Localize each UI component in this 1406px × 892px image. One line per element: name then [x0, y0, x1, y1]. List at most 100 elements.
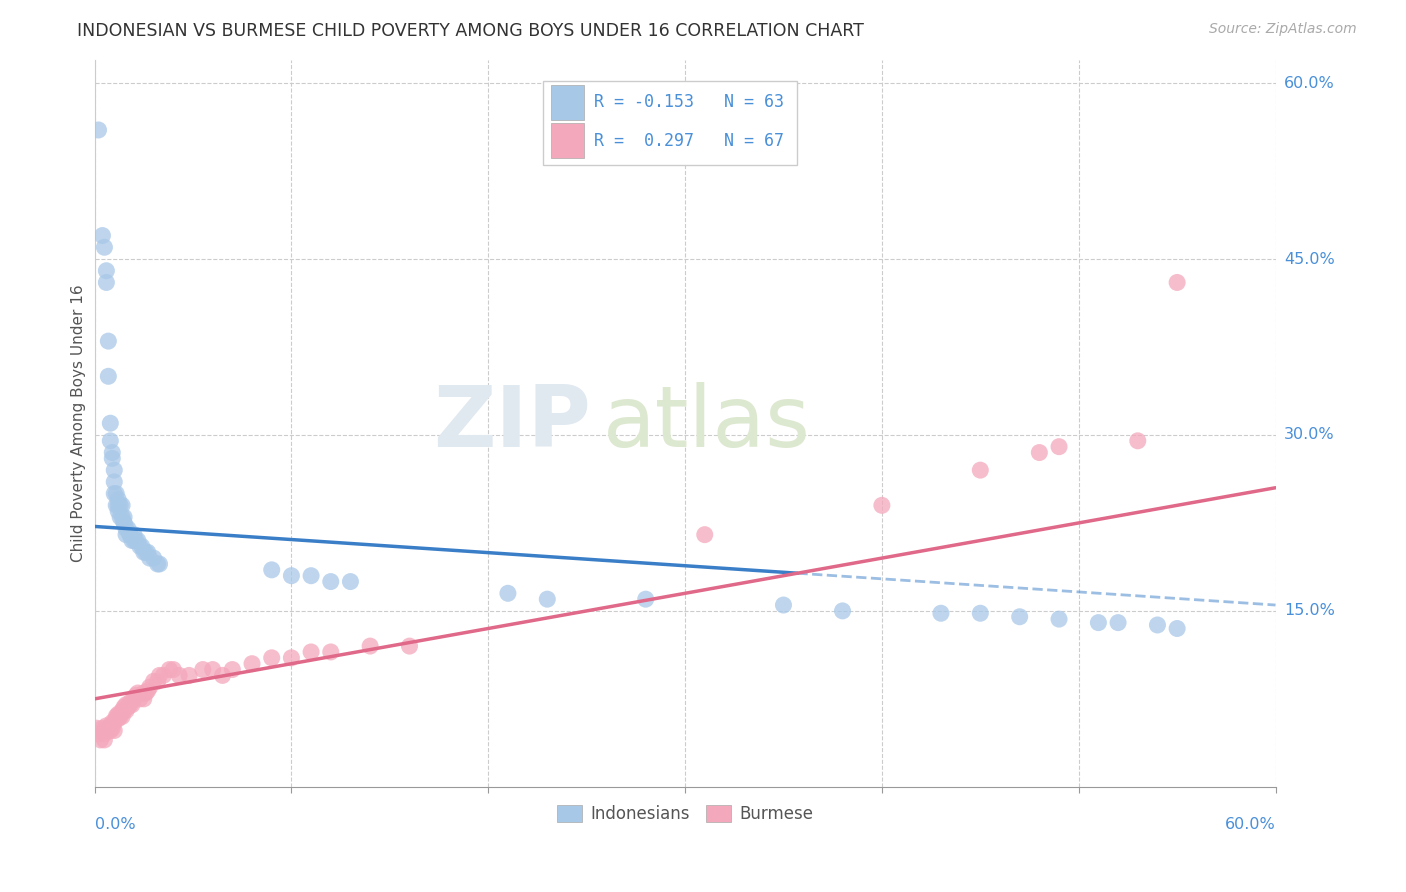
- Point: [97, 721, 120, 735]
- Point: [127, 533, 149, 548]
- Point: [96, 723, 118, 738]
- Point: [122, 691, 145, 706]
- Point: [117, 522, 139, 536]
- Point: [103, 486, 125, 500]
- Point: [138, 680, 160, 694]
- Point: [127, 686, 149, 700]
- Point: [969, 606, 991, 620]
- Point: [152, 668, 174, 682]
- Point: [93, 727, 115, 741]
- Point: [105, 499, 128, 513]
- Point: [142, 551, 165, 566]
- Point: [115, 522, 138, 536]
- Point: [103, 475, 125, 489]
- Point: [96, 264, 118, 278]
- Point: [260, 650, 283, 665]
- Point: [969, 463, 991, 477]
- Point: [870, 499, 893, 513]
- Point: [97, 334, 120, 348]
- Point: [128, 691, 150, 706]
- Point: [132, 691, 155, 706]
- Point: [1047, 440, 1070, 454]
- Point: [96, 276, 118, 290]
- Point: [115, 527, 138, 541]
- Point: [162, 663, 184, 677]
- Point: [1087, 615, 1109, 630]
- Point: [105, 709, 128, 723]
- Point: [108, 709, 131, 723]
- Legend: Indonesians, Burmese: Indonesians, Burmese: [550, 798, 820, 830]
- Point: [1047, 612, 1070, 626]
- Point: [148, 557, 170, 571]
- Point: [98, 434, 121, 448]
- Point: [280, 650, 302, 665]
- Point: [132, 545, 155, 559]
- Point: [101, 445, 124, 459]
- FancyBboxPatch shape: [551, 123, 583, 159]
- Point: [221, 663, 243, 677]
- Point: [1028, 445, 1050, 459]
- Point: [105, 712, 128, 726]
- Point: [107, 712, 129, 726]
- Point: [1008, 609, 1031, 624]
- Point: [398, 639, 420, 653]
- Point: [87, 727, 110, 741]
- Point: [101, 715, 124, 730]
- Point: [122, 533, 145, 548]
- Point: [132, 686, 155, 700]
- Text: 45.0%: 45.0%: [1284, 252, 1334, 267]
- Point: [91, 721, 114, 735]
- Point: [157, 663, 180, 677]
- Point: [98, 723, 121, 738]
- Point: [339, 574, 361, 589]
- Point: [177, 668, 200, 682]
- Point: [136, 545, 159, 559]
- Point: [105, 486, 128, 500]
- Text: R =  0.297   N = 67: R = 0.297 N = 67: [595, 132, 785, 150]
- Point: [107, 504, 129, 518]
- Point: [929, 606, 952, 620]
- Point: [319, 645, 342, 659]
- Text: R = -0.153   N = 63: R = -0.153 N = 63: [595, 94, 785, 112]
- Point: [103, 715, 125, 730]
- Point: [111, 499, 134, 513]
- Point: [1146, 618, 1168, 632]
- Point: [91, 228, 114, 243]
- Point: [107, 707, 129, 722]
- Text: 30.0%: 30.0%: [1284, 427, 1334, 442]
- Text: INDONESIAN VS BURMESE CHILD POVERTY AMONG BOYS UNDER 16 CORRELATION CHART: INDONESIAN VS BURMESE CHILD POVERTY AMON…: [77, 22, 865, 40]
- Point: [93, 733, 115, 747]
- Point: [136, 683, 159, 698]
- Point: [98, 416, 121, 430]
- Point: [98, 719, 121, 733]
- Point: [191, 663, 214, 677]
- Point: [121, 698, 143, 712]
- Point: [118, 527, 141, 541]
- Point: [118, 695, 141, 709]
- Point: [299, 568, 322, 582]
- Point: [96, 719, 118, 733]
- Point: [103, 463, 125, 477]
- Point: [115, 704, 138, 718]
- Point: [1126, 434, 1149, 448]
- Point: [112, 516, 135, 530]
- Point: [112, 510, 135, 524]
- Point: [135, 686, 157, 700]
- Point: [299, 645, 322, 659]
- Point: [112, 700, 135, 714]
- Point: [142, 674, 165, 689]
- Point: [211, 668, 233, 682]
- Point: [111, 510, 134, 524]
- Point: [111, 704, 134, 718]
- Point: [634, 592, 657, 607]
- Point: [359, 639, 381, 653]
- Point: [201, 663, 224, 677]
- Point: [108, 707, 131, 722]
- Point: [111, 709, 134, 723]
- Point: [693, 527, 716, 541]
- Point: [112, 704, 135, 718]
- Text: 60.0%: 60.0%: [1284, 76, 1334, 91]
- Point: [89, 733, 111, 747]
- Point: [97, 723, 120, 738]
- Point: [121, 533, 143, 548]
